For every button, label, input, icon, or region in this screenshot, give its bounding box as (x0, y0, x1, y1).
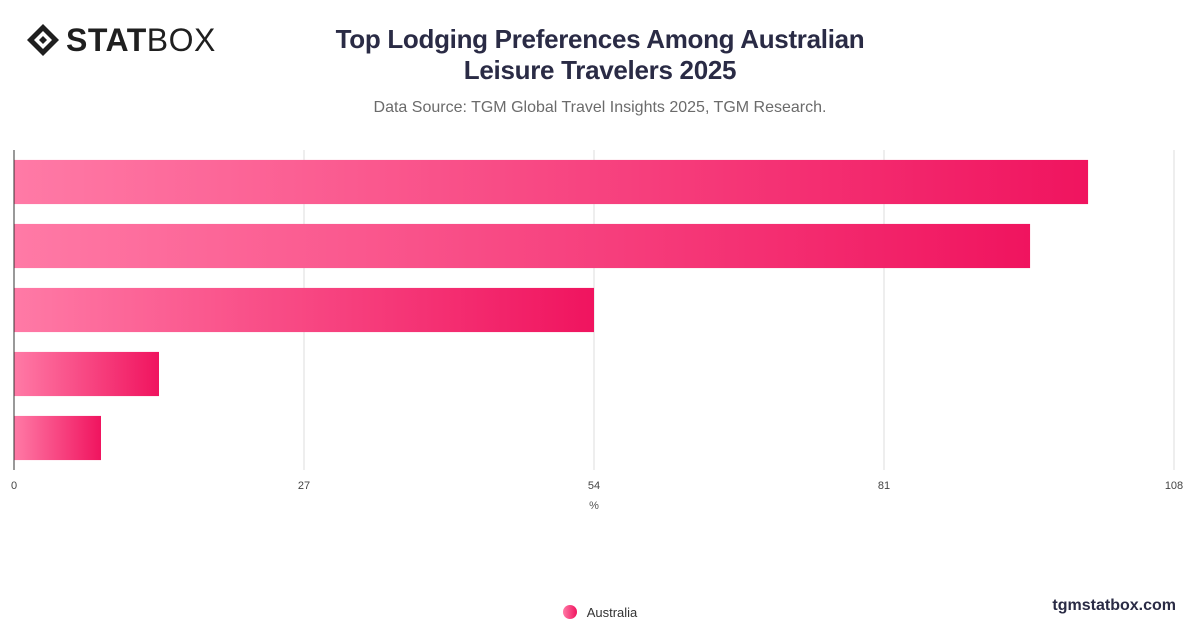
bar[interactable] (14, 223, 1031, 269)
x-tick-labels: 0 27 54 81 108 (11, 480, 1183, 492)
x-axis-title: % (589, 500, 599, 512)
legend-label-australia: Australia (586, 604, 638, 620)
logo-text-bold: STAT (66, 22, 147, 58)
bar[interactable] (14, 159, 1089, 205)
logo-text-light: BOX (146, 22, 216, 58)
statbox-logo: STATBOX (26, 22, 216, 58)
chart-header: Top Lodging Preferences Among Australian… (300, 24, 900, 118)
watermark: tgmstatbox.com (1052, 597, 1176, 614)
x-tick-label: 81 (878, 480, 890, 492)
diamond-logo-icon (27, 24, 59, 56)
legend[interactable]: Australia (0, 603, 1200, 621)
logo-wordmark: STATBOX (66, 22, 216, 58)
x-tick-label: 0 (11, 480, 17, 492)
x-tick-label: 27 (298, 480, 310, 492)
bar[interactable] (14, 351, 159, 397)
bars (14, 159, 1089, 461)
bar[interactable] (14, 415, 101, 461)
chart-subtitle: Data Source: TGM Global Travel Insights … (373, 99, 827, 116)
x-tick-label: 54 (588, 480, 600, 492)
chart-title: Top Lodging Preferences Among Australian… (335, 24, 865, 85)
legend-swatch (562, 605, 577, 619)
x-tick-label: 108 (1165, 480, 1183, 492)
bar[interactable] (14, 287, 594, 333)
